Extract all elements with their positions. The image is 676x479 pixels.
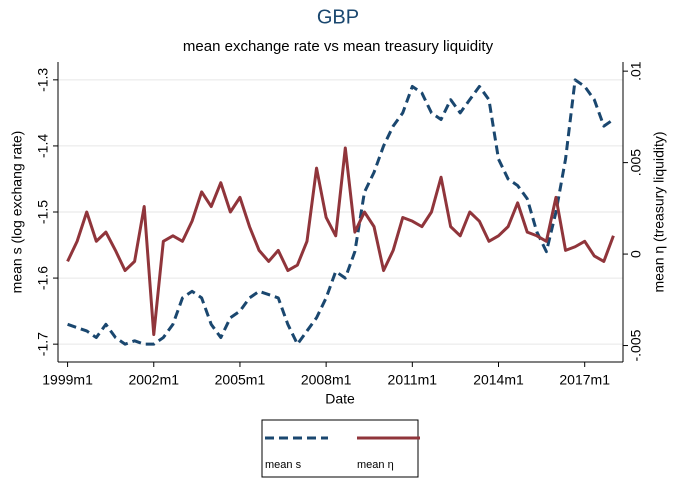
series-line — [67, 78, 615, 346]
x-tick-label: 2008m1 — [301, 372, 352, 388]
y-tick-label: -1.6 — [35, 266, 51, 290]
x-tick-label: 2002m1 — [128, 372, 179, 388]
x-tick-label: 2014m1 — [473, 372, 524, 388]
y2-axis-title: mean η (treasury liquidity) — [651, 131, 667, 292]
chart-title: GBP — [317, 6, 359, 28]
y2-tick-label: .01 — [628, 61, 644, 81]
x-axis-title: Date — [325, 391, 355, 407]
legend-box — [261, 419, 419, 478]
y2-tick-label: 0 — [628, 250, 644, 258]
chart-subtitle: mean exchange rate vs mean treasury liqu… — [183, 38, 494, 55]
x-tick-label: 1999m1 — [42, 372, 93, 388]
x-tick-label: 2005m1 — [215, 372, 266, 388]
x-tick-label: 2017m1 — [559, 372, 610, 388]
y2-tick-label: -.005 — [628, 329, 644, 361]
y2-tick-label: .005 — [628, 149, 644, 176]
y-tick-label: -1.3 — [35, 68, 51, 92]
y-axis-title: mean s (log exchang rate) — [9, 131, 25, 294]
y-tick-label: -1.7 — [35, 332, 51, 356]
y-tick-label: -1.4 — [35, 134, 51, 158]
legend-label: mean s — [265, 459, 302, 471]
x-tick-label: 2011m1 — [388, 372, 438, 388]
y-tick-label: -1.5 — [35, 200, 51, 224]
series-line — [66, 146, 615, 337]
legend-label: mean η — [357, 459, 394, 471]
